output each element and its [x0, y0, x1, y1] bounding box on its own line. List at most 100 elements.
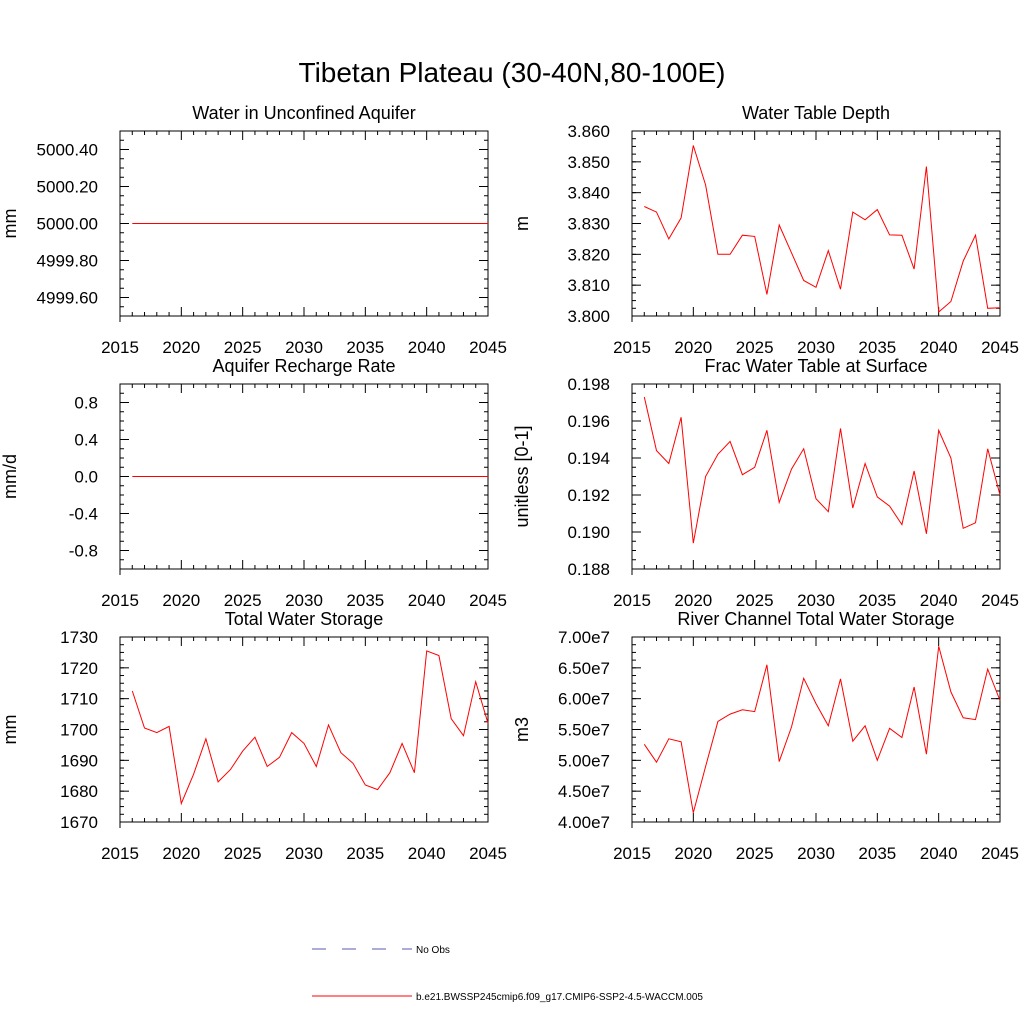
chart-4-xtick-label: 2025 [224, 844, 262, 863]
chart-1-ytick-label: 3.830 [567, 215, 610, 234]
chart-2-ytick-label: -0.4 [69, 505, 98, 524]
legend: No Obs b.e21.BWSSP245cmip6.f09_g17.CMIP6… [312, 945, 703, 1003]
chart-1-ytick-label: 3.810 [567, 276, 610, 295]
chart-5-ytick-label: 4.50e7 [558, 782, 610, 801]
chart-4-ytick-label: 1730 [60, 628, 98, 647]
chart-4-ytick-label: 1680 [60, 782, 98, 801]
panel-water-table-depth: Water Table Depth m 2015 2020 2025 2030 2035 20… [512, 103, 1019, 357]
chart-3-xtick-label: 2030 [797, 591, 835, 610]
chart-2-ytick-label: 0.0 [74, 468, 98, 487]
chart-0-ytick-label: 4999.80 [37, 252, 98, 271]
chart-5-series-line [643, 646, 1001, 813]
chart-5-ytick-label: 4.00e7 [558, 813, 610, 832]
chart-1-ytick-label: 3.850 [567, 153, 610, 172]
chart-0-ylabel: mm [0, 209, 20, 239]
chart-5-ytick-label: 6.00e7 [558, 690, 610, 709]
figure-title: Tibetan Plateau (30-40N,80-100E) [299, 57, 726, 88]
chart-4-xtick-label: 2020 [162, 844, 200, 863]
chart-2-ytick-label: 0.8 [74, 394, 98, 413]
chart-4-ytick-label: 1710 [60, 690, 98, 709]
chart-3-ytick-label: 0.190 [567, 523, 610, 542]
chart-4-ytick-label: 1690 [60, 751, 98, 770]
chart-3-ytick-label: 0.198 [567, 375, 610, 394]
chart-3-xtick-label: 2045 [981, 591, 1019, 610]
chart-4-xtick-label: 2040 [408, 844, 446, 863]
chart-4-xtick-label: 2030 [285, 844, 323, 863]
chart-4-ytick-label: 1720 [60, 659, 98, 678]
chart-4-ytick-label: 1700 [60, 721, 98, 740]
legend-label-model: b.e21.BWSSP245cmip6.f09_g17.CMIP6-SSP2-4… [416, 992, 703, 1003]
chart-1-series-line [644, 145, 1001, 314]
chart-2-xtick-label: 2020 [162, 591, 200, 610]
chart-0-xtick-label: 2015 [101, 338, 139, 357]
chart-4-plot-frame [119, 636, 489, 823]
chart-3-ylabel: unitless [0-1] [512, 425, 532, 527]
chart-2-ytick-label: -0.8 [69, 542, 98, 561]
chart-5-xtick-label: 2045 [981, 844, 1019, 863]
panel-water-unconfined-aquifer: Water in Unconfined Aquifer mm 2015 2020 202… [0, 103, 507, 357]
chart-2-xtick-label: 2045 [469, 591, 507, 610]
chart-5-ytick-label: 7.00e7 [558, 628, 610, 647]
chart-4-title: Total Water Storage [225, 609, 383, 629]
chart-1-ytick-label: 3.860 [567, 122, 610, 141]
chart-3-ytick-label: 0.196 [567, 412, 610, 431]
legend-label-no-obs: No Obs [416, 945, 450, 956]
chart-5-ytick-label: 6.50e7 [558, 659, 610, 678]
chart-0-title: Water in Unconfined Aquifer [192, 103, 415, 123]
chart-2-ylabel: mm/d [0, 454, 20, 499]
chart-2-xtick-label: 2015 [101, 591, 139, 610]
chart-1-ytick-label: 3.820 [567, 245, 610, 264]
chart-5-ytick-label: 5.50e7 [558, 721, 610, 740]
chart-1-ytick-label: 3.840 [567, 184, 610, 203]
chart-1-xtick-label: 2030 [797, 338, 835, 357]
chart-0-ytick-label: 5000.20 [37, 178, 98, 197]
chart-0-xtick-label: 2025 [224, 338, 262, 357]
chart-1-xtick-label: 2025 [736, 338, 774, 357]
panel-river-channel-storage: River Channel Total Water Storage m3 2015 2… [512, 609, 1019, 863]
chart-0-ytick-label: 5000.00 [37, 215, 98, 234]
chart-2-ytick-label: 0.4 [74, 431, 98, 450]
chart-1-title: Water Table Depth [742, 103, 890, 123]
chart-5-xtick-label: 2020 [674, 844, 712, 863]
chart-3-xtick-label: 2035 [858, 591, 896, 610]
chart-2-xtick-label: 2030 [285, 591, 323, 610]
chart-4-xtick-label: 2015 [101, 844, 139, 863]
chart-2-xtick-label: 2035 [346, 591, 384, 610]
chart-5-xtick-label: 2015 [613, 844, 651, 863]
panel-total-water-storage: Total Water Storage mm 2015 2020 2025 2030 203… [0, 609, 507, 863]
chart-3-title: Frac Water Table at Surface [704, 356, 927, 376]
panel-frac-water-table-surface: Frac Water Table at Surface unitless [0-1… [512, 356, 1019, 610]
chart-1-xtick-label: 2045 [981, 338, 1019, 357]
chart-2-xtick-label: 2025 [224, 591, 262, 610]
chart-5-plot-frame [631, 636, 1001, 823]
chart-5-ytick-label: 5.00e7 [558, 751, 610, 770]
chart-0-xtick-label: 2045 [469, 338, 507, 357]
chart-1-plot-frame [631, 130, 1001, 317]
chart-1-xtick-label: 2020 [674, 338, 712, 357]
chart-3-xtick-label: 2040 [920, 591, 958, 610]
chart-3-ytick-label: 0.188 [567, 560, 610, 579]
chart-4-ylabel: mm [0, 715, 20, 745]
chart-3-series-line [643, 396, 1001, 544]
chart-4-series-line [131, 650, 489, 806]
chart-3-xtick-label: 2020 [674, 591, 712, 610]
chart-3-ytick-label: 0.192 [567, 486, 610, 505]
panel-aquifer-recharge-rate: Aquifer Recharge Rate mm/d 2015 2020 2025 203… [0, 356, 507, 610]
chart-1-xtick-label: 2035 [858, 338, 896, 357]
chart-3-xtick-label: 2025 [736, 591, 774, 610]
chart-1-ylabel: m [512, 216, 532, 231]
chart-0-xtick-label: 2020 [162, 338, 200, 357]
chart-2-title: Aquifer Recharge Rate [212, 356, 395, 376]
chart-1-ytick-label: 3.800 [567, 307, 610, 326]
chart-4-ytick-label: 1670 [60, 813, 98, 832]
chart-4-xtick-label: 2035 [346, 844, 384, 863]
chart-5-ylabel: m3 [512, 717, 532, 742]
chart-5-xtick-label: 2030 [797, 844, 835, 863]
chart-5-xtick-label: 2035 [858, 844, 896, 863]
chart-0-ytick-label: 5000.40 [37, 141, 98, 160]
chart-0-ytick-label: 4999.60 [37, 289, 98, 308]
chart-0-xtick-label: 2035 [346, 338, 384, 357]
chart-3-xtick-label: 2015 [613, 591, 651, 610]
chart-5-title: River Channel Total Water Storage [677, 609, 954, 629]
chart-3-ytick-label: 0.194 [567, 449, 610, 468]
